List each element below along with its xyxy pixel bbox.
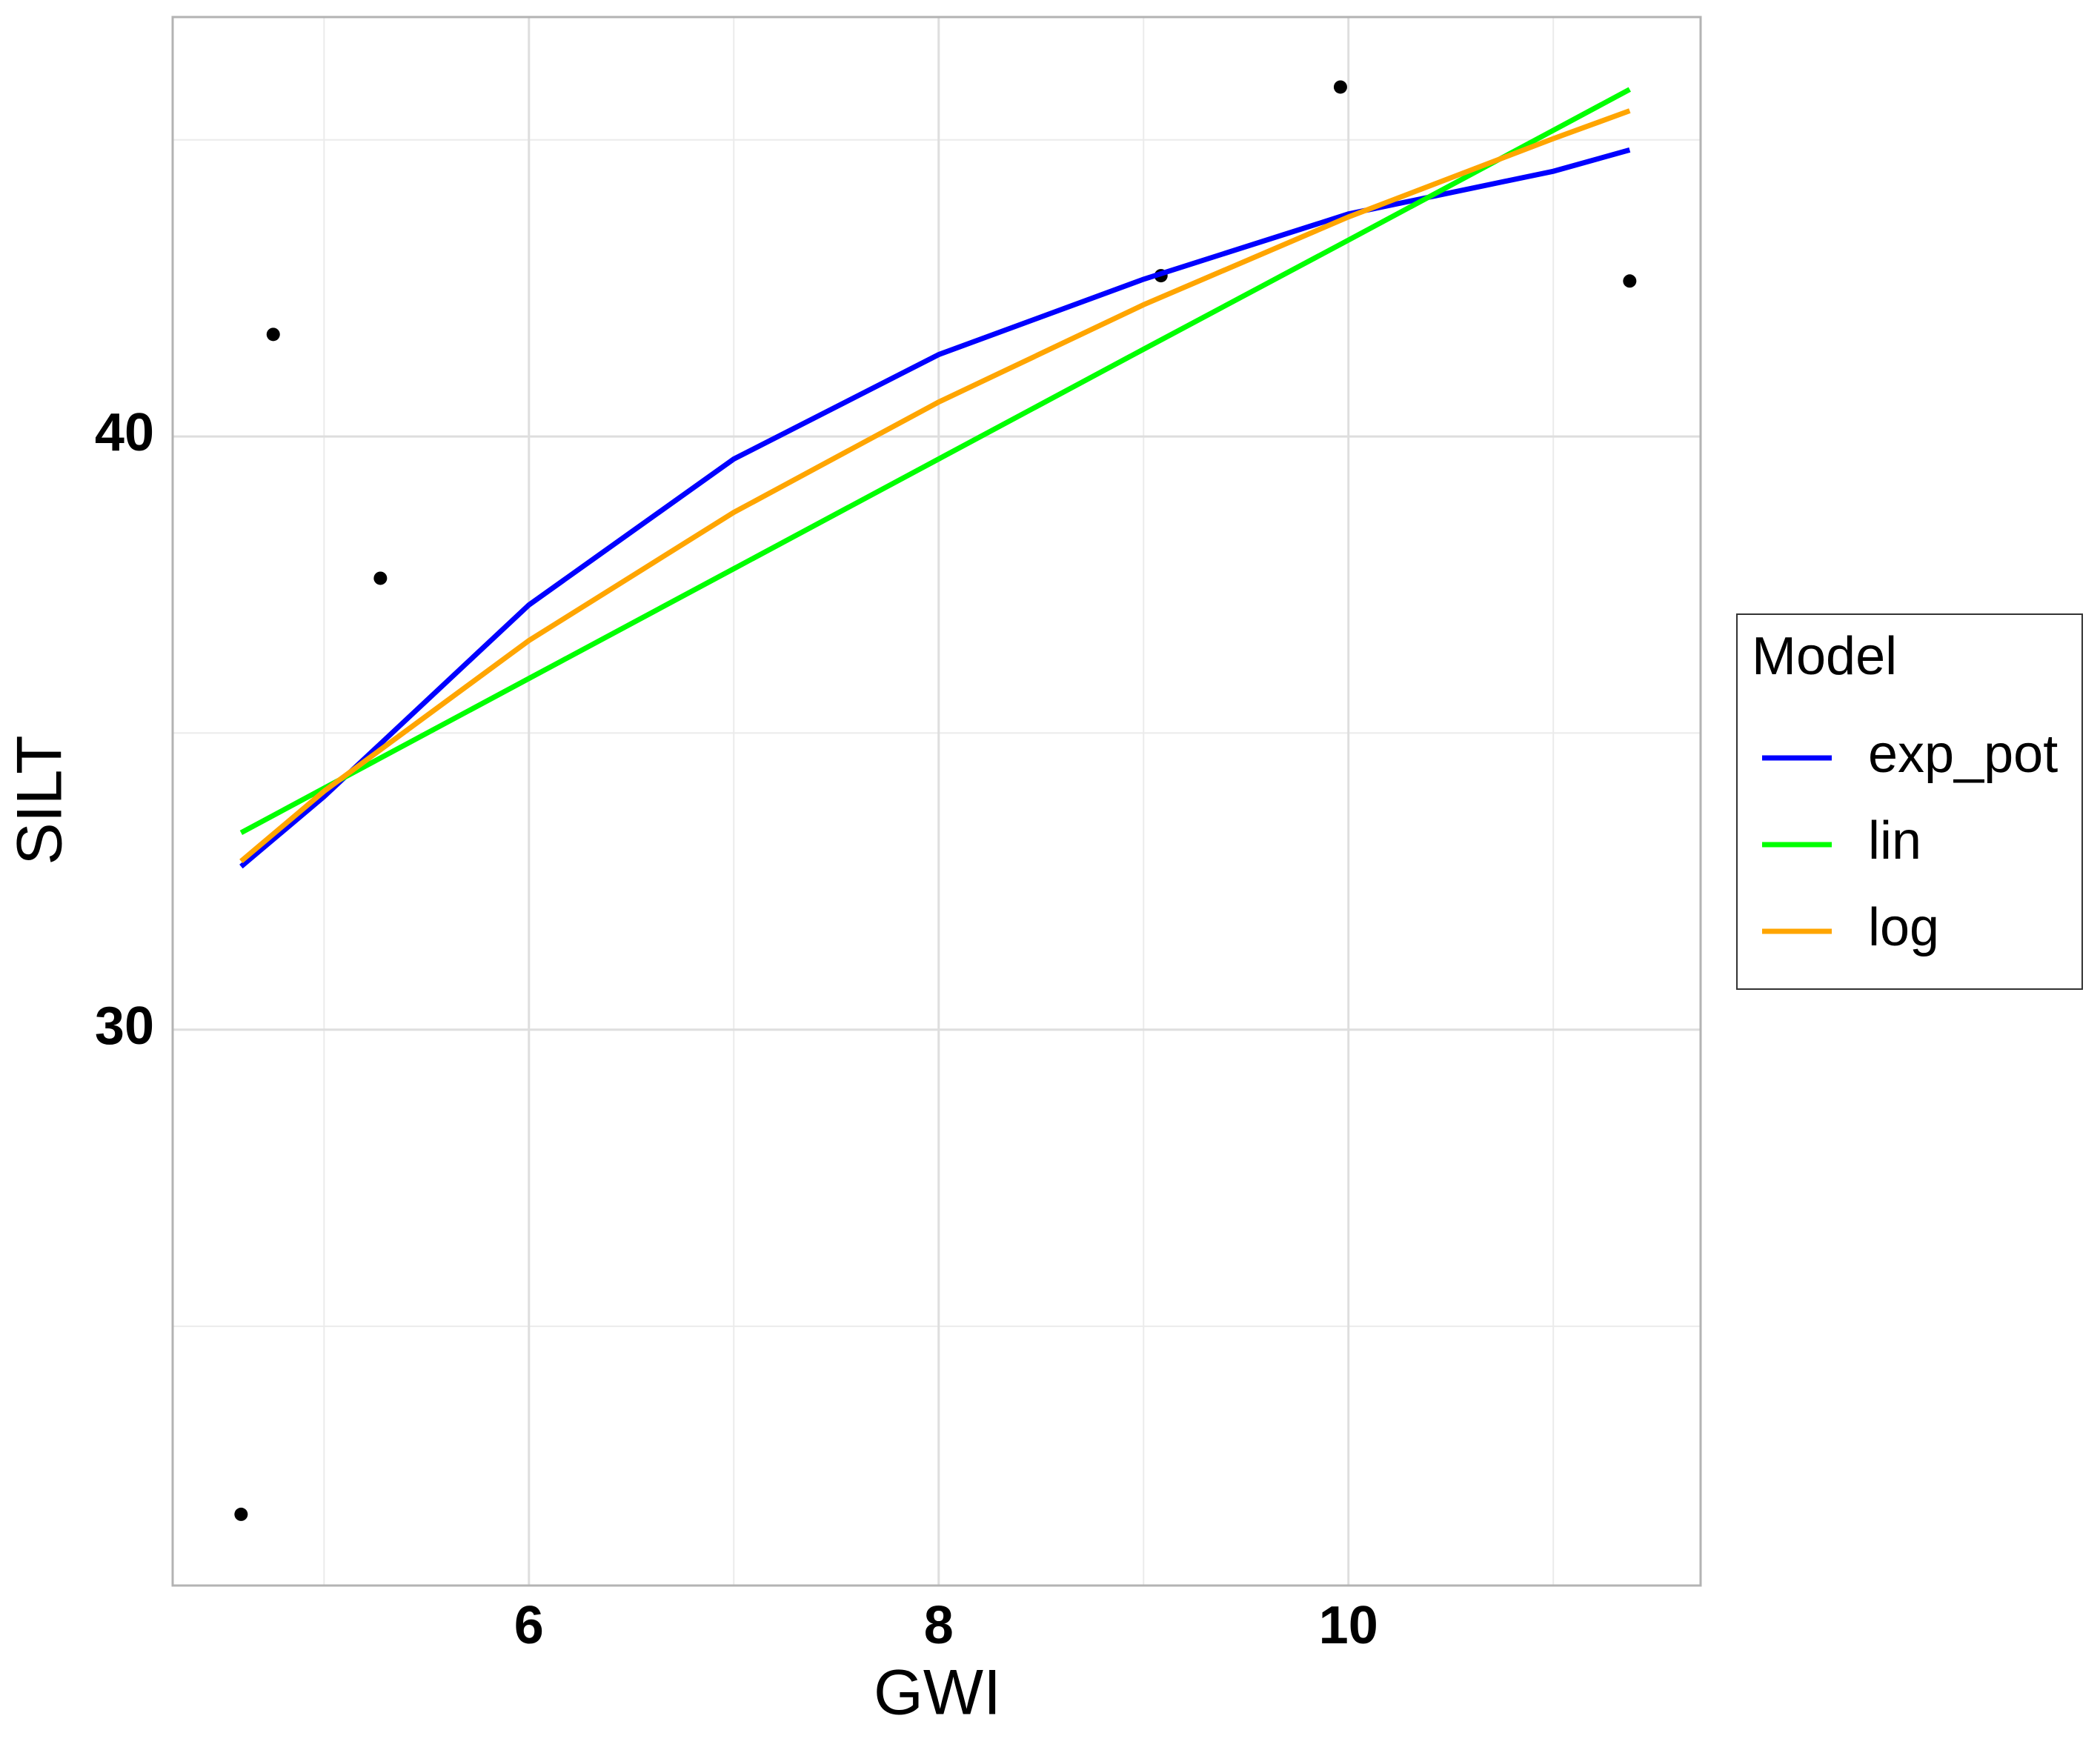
x-tick-label: 6 [514,1596,544,1655]
legend-label: lin [1868,811,1921,871]
point [234,1507,248,1521]
marks [234,80,1637,1521]
legend-title: Model [1752,627,1897,686]
line [239,108,1631,864]
x-tick-label: 10 [1319,1596,1378,1655]
point [266,327,280,342]
y-tick-label: 30 [95,997,154,1056]
line [239,147,1631,869]
legend-box [1736,613,2083,990]
legend-label: exp_pot [1868,725,2058,784]
legend-label: log [1868,898,1939,957]
x-axis-title: GWI [874,1657,1001,1729]
point [1623,274,1637,288]
point [373,571,388,585]
y-tick-label: 40 [95,403,154,462]
x-tick-label: 8 [924,1596,954,1655]
y-axis-title: SILT [4,735,76,865]
point [1333,80,1347,94]
panel-border [171,16,1702,1587]
